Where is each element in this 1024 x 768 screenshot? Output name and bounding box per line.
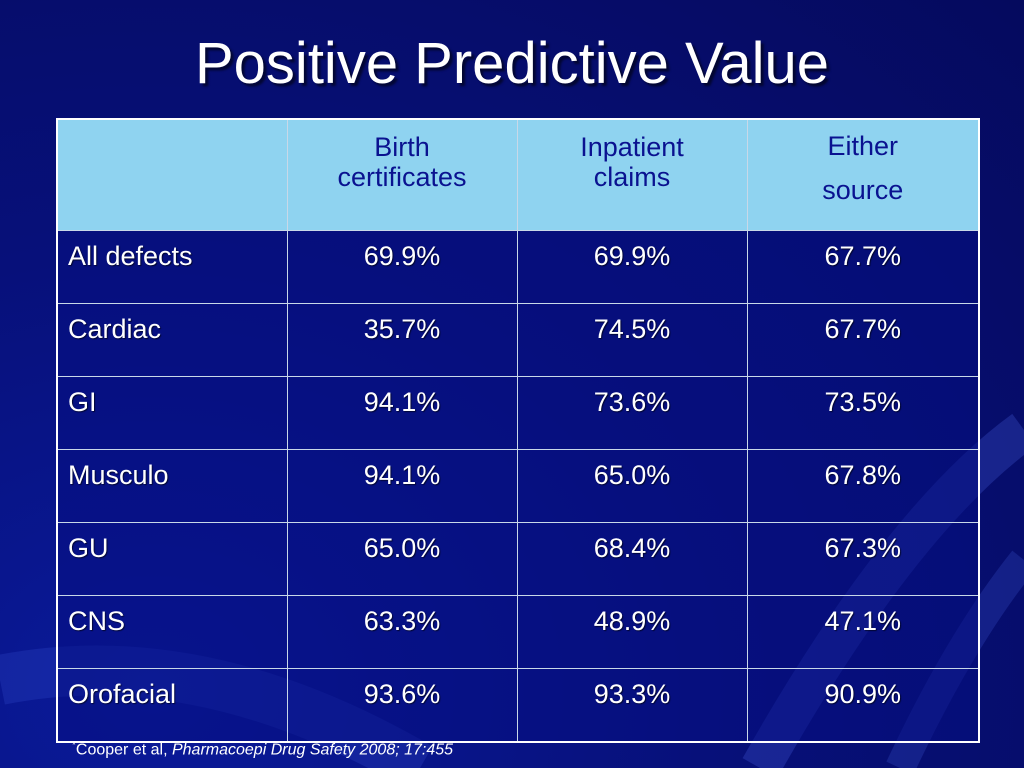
row-label: Musculo	[56, 449, 288, 523]
cell-inpatient: 74.5%	[516, 303, 748, 377]
citation-footnote: *Cooper et al, Pharmacoepi Drug Safety 2…	[72, 735, 453, 761]
cell-either: 47.1%	[746, 595, 980, 669]
table-row: Musculo 94.1% 65.0% 67.8%	[56, 449, 980, 523]
cell-birth: 94.1%	[286, 449, 518, 523]
cell-birth: 35.7%	[286, 303, 518, 377]
header-birth-certificates: Birth certificates	[286, 118, 518, 231]
row-label: Orofacial	[56, 668, 288, 743]
cell-either: 67.7%	[746, 303, 980, 377]
slide-title: Positive Predictive Value	[194, 31, 829, 96]
ppv-table: Birth certificates Inpatient claims Eith…	[56, 118, 980, 743]
cell-inpatient: 73.6%	[516, 376, 748, 450]
cell-birth: 65.0%	[286, 522, 518, 596]
cell-either: 67.8%	[746, 449, 980, 523]
footnote-citation: Pharmacoepi Drug Safety 2008; 17:455	[171, 741, 454, 759]
footnote-marker: *	[72, 740, 76, 751]
row-label: GI	[56, 376, 288, 450]
header-corner-cell	[56, 118, 288, 231]
cell-birth: 94.1%	[286, 376, 518, 450]
header-either-source: Either source	[746, 118, 980, 231]
header-inpatient-line-1: Inpatient	[580, 132, 684, 162]
header-either-line-2: source	[822, 175, 904, 205]
cell-either: 90.9%	[746, 668, 980, 743]
table-row: GU 65.0% 68.4% 67.3%	[56, 522, 980, 596]
cell-birth: 63.3%	[286, 595, 518, 669]
table-row: CNS 63.3% 48.9% 47.1%	[56, 595, 980, 669]
cell-inpatient: 48.9%	[516, 595, 748, 669]
cell-birth: 93.6%	[286, 668, 518, 743]
row-label: Cardiac	[56, 303, 288, 377]
header-birth-line-2: certificates	[337, 162, 467, 192]
cell-inpatient: 69.9%	[516, 230, 748, 304]
cell-either: 67.3%	[746, 522, 980, 596]
table-row: All defects 69.9% 69.9% 67.7%	[56, 230, 980, 304]
row-label: CNS	[56, 595, 288, 669]
cell-either: 67.7%	[746, 230, 980, 304]
header-either-line-1: Either	[827, 131, 899, 161]
header-inpatient-line-2: claims	[593, 162, 671, 192]
row-label: GU	[56, 522, 288, 596]
cell-inpatient: 68.4%	[516, 522, 748, 596]
header-birth-line-1: Birth	[374, 132, 430, 162]
footnote-author: Cooper et al,	[75, 741, 172, 759]
table-row: Orofacial 93.6% 93.3% 90.9%	[56, 668, 980, 743]
table-row: Cardiac 35.7% 74.5% 67.7%	[56, 303, 980, 377]
table-header-row: Birth certificates Inpatient claims Eith…	[56, 118, 980, 231]
header-inpatient-claims: Inpatient claims	[516, 118, 748, 231]
table-row: GI 94.1% 73.6% 73.5%	[56, 376, 980, 450]
row-label: All defects	[56, 230, 288, 304]
cell-inpatient: 65.0%	[516, 449, 748, 523]
cell-either: 73.5%	[746, 376, 980, 450]
cell-inpatient: 93.3%	[516, 668, 748, 743]
cell-birth: 69.9%	[286, 230, 518, 304]
